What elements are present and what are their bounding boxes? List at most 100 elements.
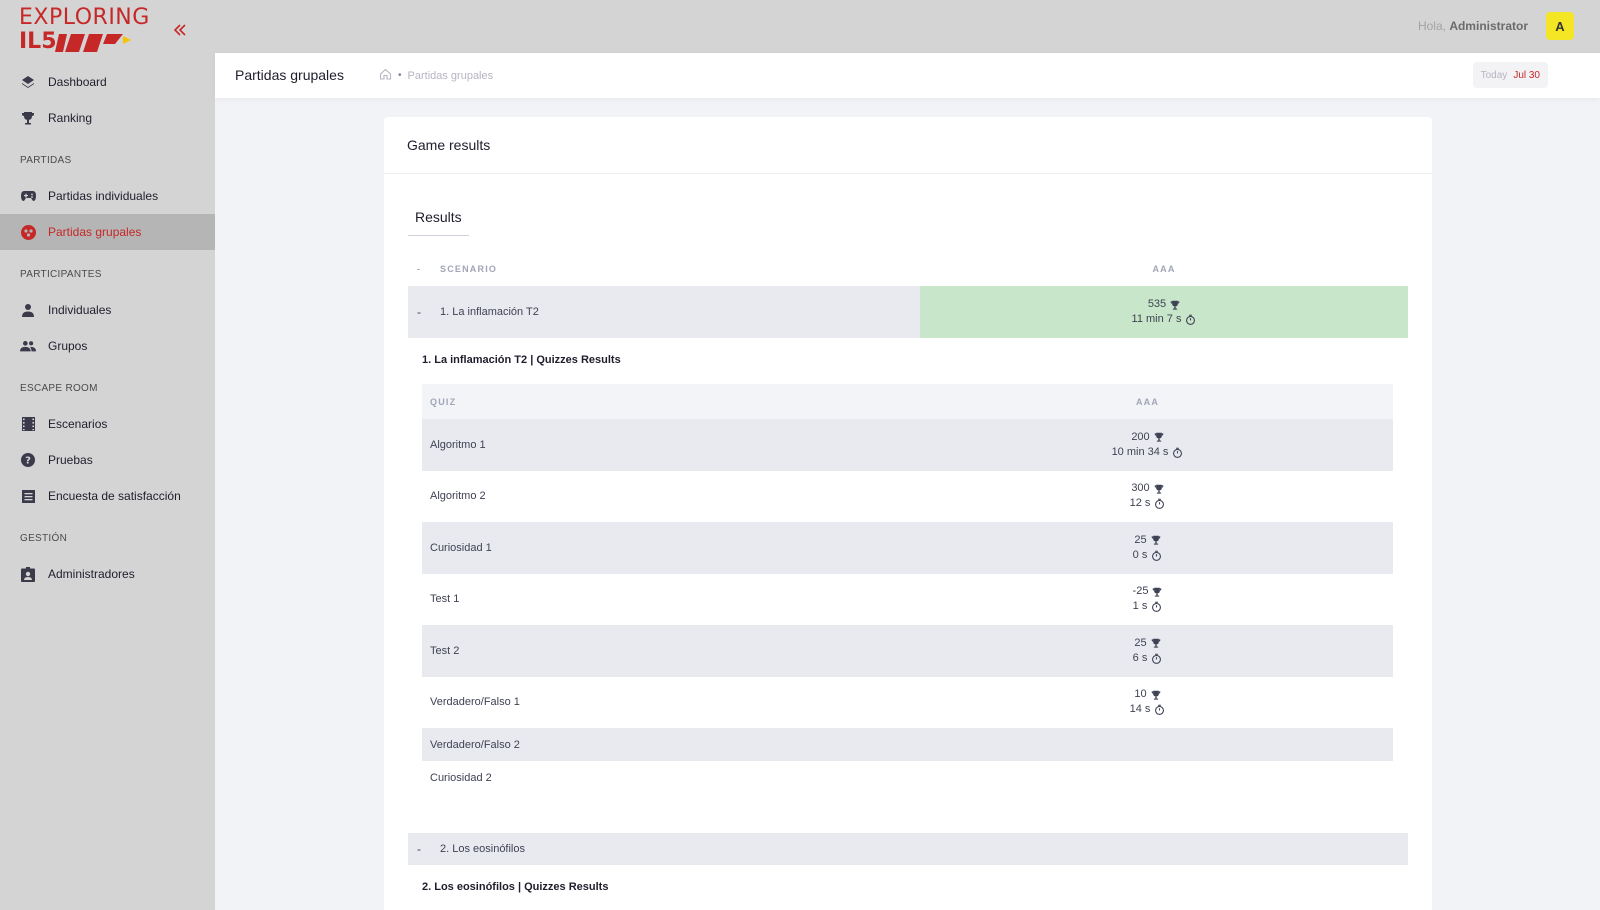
gamepad-icon [20, 188, 36, 204]
head-toggle[interactable]: - [417, 264, 422, 274]
quizzes-table-head: QUIZ AAA [422, 384, 1393, 419]
stopwatch-icon [1155, 498, 1165, 510]
quiz-row: Algoritmo 1 200 10 min 34 s [422, 419, 1393, 471]
stopwatch-icon [1152, 601, 1162, 613]
sidebar-item-pruebas[interactable]: ? Pruebas [0, 442, 215, 478]
score-time: 10 min 34 s [1112, 445, 1184, 460]
quiz-score-cell: 300 12 s [902, 481, 1393, 511]
date-badge[interactable]: Today Jul 30 [1472, 62, 1548, 88]
today-date: Jul 30 [1513, 69, 1540, 81]
trophy-icon [1151, 638, 1160, 648]
quiz-row: Verdadero/Falso 2 [422, 728, 1393, 761]
brand-line2: IL5 [19, 29, 57, 54]
points-value: 25 [1134, 636, 1147, 649]
section-title-participantes: PARTICIPANTES [20, 268, 102, 280]
stopwatch-icon [1173, 447, 1183, 458]
time-value: 10 min 34 s [1111, 445, 1169, 458]
quiz-row: Test 2 25 6 s [422, 625, 1393, 677]
trophy-icon [20, 110, 36, 126]
brand-logo[interactable]: EXPLORING IL5 [19, 5, 150, 54]
score-time: 1 s [1133, 599, 1163, 614]
quiz-score-cell: 10 14 s [902, 687, 1393, 717]
svg-text:?: ? [25, 456, 31, 467]
tab-results[interactable]: Results [408, 209, 469, 236]
sidebar-item-ranking[interactable]: Ranking [0, 100, 215, 136]
sidebar-item-label: Pruebas [48, 453, 93, 467]
section-title-partidas: PARTIDAS [20, 154, 72, 166]
section-title-gestion: GESTIÓN [20, 532, 68, 544]
sidebar-item-label: Grupos [48, 339, 88, 353]
time-value: 6 s [1132, 651, 1148, 664]
scenario-row[interactable]: - 2. Los eosinófilos [408, 833, 1408, 865]
head-team: AAA [1152, 264, 1176, 274]
score-points: 25 [1134, 636, 1160, 651]
user-name: Administrator [1449, 19, 1528, 33]
stopwatch-icon [1186, 314, 1196, 325]
head-team: AAA [1135, 396, 1160, 407]
people-icon [20, 338, 36, 354]
sidebar-item-label: Encuesta de satisfacción [48, 489, 181, 503]
sidebar-item-label: Dashboard [48, 75, 107, 89]
sidebar-item-label: Partidas individuales [48, 189, 159, 203]
breadcrumb-current[interactable]: Partidas grupales [407, 69, 494, 82]
score-points: 200 [1131, 430, 1163, 445]
score-time: 0 s [1133, 548, 1163, 563]
sidebar-item-escenarios[interactable]: Escenarios [0, 406, 215, 442]
user-greeting[interactable]: Hola, Administrator [1418, 19, 1528, 33]
sidebar-item-partidas-individuales[interactable]: Partidas individuales [0, 178, 215, 214]
sidebar-item-individuales[interactable]: Individuales [0, 292, 215, 328]
sidebar-item-administradores[interactable]: Administradores [0, 556, 215, 592]
sidebar-item-partidas-grupales[interactable]: Partidas grupales [0, 214, 215, 250]
points-value: 200 [1131, 430, 1150, 443]
top-header: Hola, Administrator A [215, 0, 1600, 53]
quiz-row: Curiosidad 1 25 0 s [422, 522, 1393, 574]
quizzes-table: QUIZ AAA Algoritmo 1 200 10 min 34 s Algori… [422, 384, 1393, 794]
sidebar-item-label: Partidas grupales [48, 225, 142, 239]
avatar[interactable]: A [1546, 12, 1574, 40]
trophy-icon [1154, 484, 1163, 494]
trophy-icon [1151, 690, 1160, 700]
stopwatch-icon [1155, 704, 1165, 716]
collapse-sidebar-button[interactable] [170, 20, 190, 40]
home-icon[interactable] [379, 68, 392, 83]
scenario-score-cell: 535 11 min 7 s [920, 286, 1408, 338]
trophy-icon [1153, 587, 1162, 597]
group-circle-icon [20, 224, 36, 240]
film-icon [20, 416, 36, 432]
quiz-name: Test 1 [430, 593, 460, 606]
sidebar-item-grupos[interactable]: Grupos [0, 328, 215, 364]
time-value: 11 min 7 s [1131, 313, 1182, 325]
score-points: 535 [1148, 297, 1180, 312]
person-icon [20, 302, 36, 318]
collapse-toggle[interactable]: - [417, 842, 421, 856]
quiz-name: Test 2 [430, 644, 460, 657]
breadcrumb-separator: • [398, 70, 402, 81]
quiz-row: Verdadero/Falso 1 10 14 s [422, 677, 1393, 729]
sidebar-item-dashboard[interactable]: Dashboard [0, 64, 215, 100]
sidebar-item-encuesta[interactable]: Encuesta de satisfacción [0, 478, 215, 514]
section-title-escape-room: ESCAPE ROOM [20, 382, 98, 394]
score-time: 11 min 7 s [1132, 312, 1197, 327]
list-icon [20, 488, 36, 504]
greeting-prefix: Hola, [1417, 19, 1446, 33]
trophy-icon [1170, 300, 1180, 310]
score-time: 6 s [1133, 651, 1163, 666]
trophy-icon [1154, 432, 1163, 442]
points-value: 10 [1134, 688, 1147, 701]
stopwatch-icon [1152, 550, 1162, 561]
quiz-row: Curiosidad 2 [422, 761, 1393, 794]
double-chevron-left-icon [173, 24, 186, 36]
score-points: 10 [1134, 687, 1160, 702]
quiz-name: Curiosidad 2 [430, 771, 492, 784]
score-points: 25 [1134, 533, 1160, 548]
page-title: Partidas grupales [235, 67, 344, 83]
badge-icon [20, 566, 36, 582]
collapse-toggle[interactable]: - [417, 305, 421, 319]
brand-line1: EXPLORING [19, 5, 150, 30]
quizzes-results-title: 2. Los eosinófilos | Quizzes Results [422, 881, 609, 893]
stopwatch-icon [1152, 653, 1162, 664]
quiz-row: Test 1 -25 1 s [422, 574, 1393, 626]
quiz-score-cell: 25 0 s [902, 533, 1393, 563]
scenario-row[interactable]: - 1. La inflamación T2 535 11 min 7 s [408, 286, 1408, 338]
sidebar-item-label: Individuales [48, 303, 112, 317]
